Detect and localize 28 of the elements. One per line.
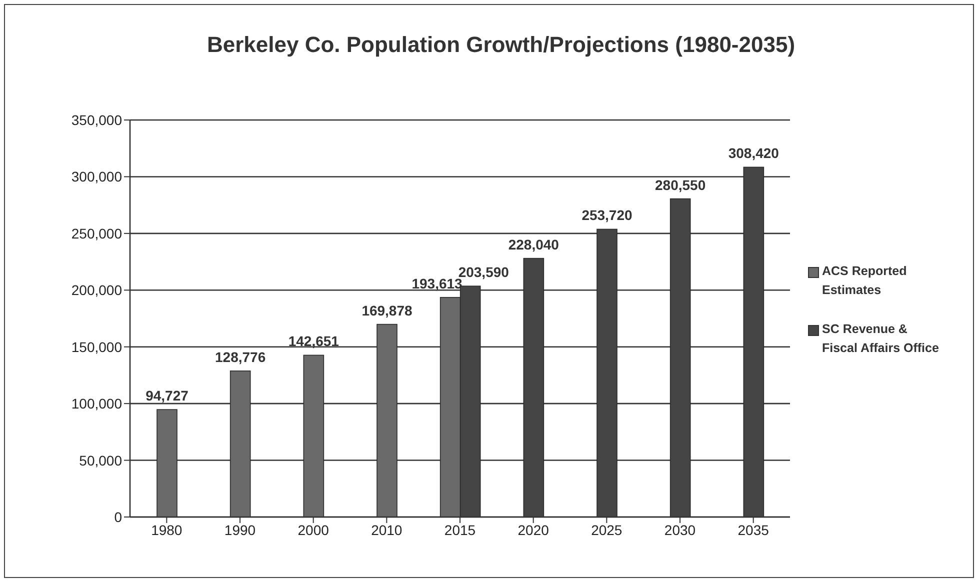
x-tick-label: 2010: [371, 522, 402, 538]
y-tick-label: 350,000: [71, 112, 122, 128]
y-tick-label: 100,000: [71, 396, 122, 412]
data-label: 128,776: [215, 348, 266, 365]
legend-label: ACS Reported Estimates: [822, 263, 908, 299]
x-tick-label: 2015: [444, 522, 476, 538]
x-tick-label: 2030: [664, 522, 696, 538]
legend-label: SC Revenue & Fiscal Affairs Office: [822, 321, 940, 357]
x-tick-label: 2035: [738, 522, 770, 538]
y-tick-label: 250,000: [71, 225, 122, 242]
y-tick-label: 300,000: [71, 168, 122, 185]
data-label: 142,651: [288, 333, 340, 350]
y-tick-label: 200,000: [71, 282, 122, 298]
y-tick-label: 0: [114, 508, 122, 525]
x-tick-label: 1980: [151, 522, 182, 538]
x-tick-label: 2000: [298, 522, 330, 538]
data-label: 280,550: [655, 176, 706, 193]
data-label: 228,040: [508, 236, 560, 252]
x-tick-label: 1990: [224, 522, 256, 538]
y-tick-label: 150,000: [71, 338, 122, 355]
data-label: 253,720: [582, 207, 633, 224]
x-tick-label: 2020: [518, 522, 550, 538]
x-tick-label: 2025: [591, 522, 622, 538]
data-label: 94,727: [146, 388, 189, 404]
chart-title: Berkeley Co. Population Growth/Projections (1980-2035): [206, 31, 796, 59]
data-label: 169,878: [362, 302, 413, 318]
data-label: 308,420: [728, 145, 780, 162]
y-tick-label: 50,000: [79, 452, 122, 468]
